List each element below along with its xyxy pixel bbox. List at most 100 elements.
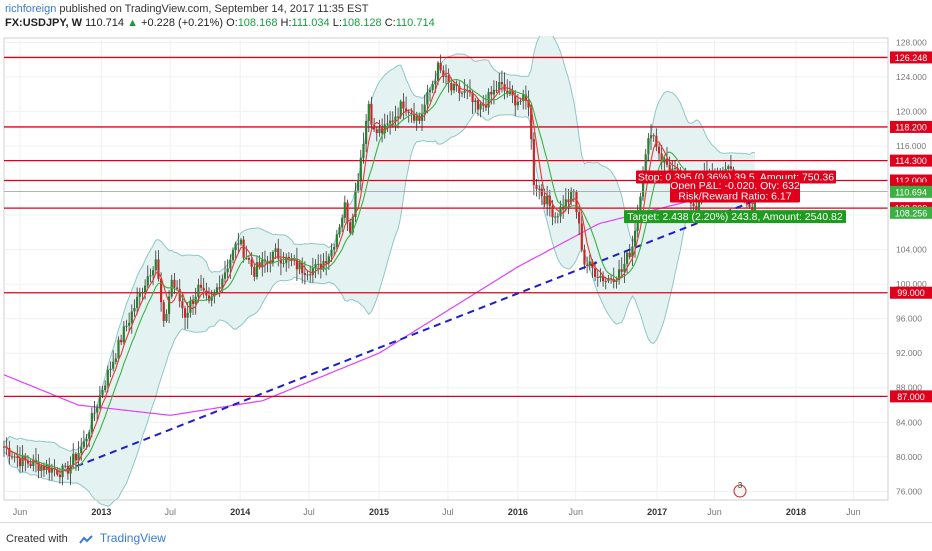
candle-body xyxy=(247,257,251,260)
candle-body xyxy=(290,258,293,261)
mid-moving-average-line xyxy=(3,78,756,471)
candle-body xyxy=(181,301,184,309)
price-label-box xyxy=(890,390,932,403)
y-tick-label: 92.000 xyxy=(896,348,922,358)
price-label: 126.248 xyxy=(895,53,928,63)
candle-body xyxy=(141,292,144,294)
candle-body xyxy=(255,262,259,277)
candle-body xyxy=(415,115,418,121)
candle-body xyxy=(213,291,216,297)
candle-body xyxy=(655,135,658,147)
candle-body xyxy=(511,90,514,96)
candle-body xyxy=(335,234,338,247)
event-marker-icon xyxy=(733,484,747,498)
candle-body xyxy=(623,263,626,272)
candle-body xyxy=(474,100,477,103)
candle-body xyxy=(98,395,101,408)
candle-body xyxy=(665,158,669,165)
candle-body xyxy=(325,261,328,264)
candle-body xyxy=(745,200,748,205)
candle-body xyxy=(530,107,533,140)
candle-body xyxy=(591,261,594,269)
candle-body xyxy=(380,128,384,134)
candle-body xyxy=(697,193,701,212)
candle-body xyxy=(285,256,288,264)
candle-body xyxy=(138,292,141,297)
trendline xyxy=(64,177,812,472)
candle-body xyxy=(221,278,224,289)
candle-body xyxy=(114,358,117,362)
candle-body xyxy=(330,249,333,257)
candle-body xyxy=(40,465,43,471)
y-tick-label: 80.000 xyxy=(896,452,922,462)
candle-body xyxy=(207,295,211,301)
candle-body xyxy=(599,275,602,278)
candle-body xyxy=(317,263,320,265)
candle-body xyxy=(359,157,362,181)
candle-body xyxy=(245,257,248,259)
candle-body xyxy=(436,62,440,81)
candle-body xyxy=(580,223,583,250)
candle-body xyxy=(748,204,751,207)
candle-body xyxy=(639,196,642,211)
candle-body xyxy=(64,465,67,467)
candle-body xyxy=(133,308,136,312)
candle-body xyxy=(104,385,107,391)
author-link[interactable]: richforeign xyxy=(5,3,57,15)
candle-body xyxy=(130,311,133,323)
candle-body xyxy=(444,75,448,77)
candle-body xyxy=(239,239,243,245)
candle-body xyxy=(301,262,304,274)
candle-body xyxy=(383,124,386,134)
candle-body xyxy=(266,260,269,262)
candle-body xyxy=(16,456,19,458)
target-label: Target: 2.438 (2.20%) 243.8, Amount: 254… xyxy=(627,211,843,223)
candle-body xyxy=(82,441,85,448)
candle-body xyxy=(333,246,336,250)
x-tick-label: 2016 xyxy=(508,507,528,517)
candle-body xyxy=(575,192,578,213)
change-value: +0.228 (+0.21%) xyxy=(141,17,223,29)
candle-body xyxy=(149,275,152,277)
candle-body xyxy=(378,128,381,134)
candle-body xyxy=(570,190,573,203)
candle-body xyxy=(242,239,245,258)
candle-body xyxy=(237,243,240,245)
candle-body xyxy=(154,259,157,271)
symbol-label: FX:USDJPY, W xyxy=(5,17,83,29)
candle-body xyxy=(343,202,346,218)
candle-body xyxy=(295,259,298,270)
tradingview-brand[interactable]: TradingView xyxy=(99,531,166,545)
candle-body xyxy=(554,216,557,218)
candle-body xyxy=(205,290,208,296)
candle-body xyxy=(338,227,341,235)
candle-body xyxy=(671,168,674,172)
candle-body xyxy=(306,274,309,276)
fast-moving-average-line xyxy=(3,72,755,474)
close-label: C: xyxy=(384,17,396,29)
candle-body xyxy=(442,70,445,77)
candle-body xyxy=(13,456,16,458)
candle-body xyxy=(120,339,123,343)
candle-body xyxy=(412,114,416,121)
candle-body xyxy=(508,90,512,95)
candle-body xyxy=(309,274,312,276)
candle-body xyxy=(535,185,538,189)
price-label-box xyxy=(890,286,932,299)
candle-body xyxy=(186,312,189,318)
candle-body xyxy=(410,112,413,115)
candle-body xyxy=(125,325,128,327)
high-label: H: xyxy=(280,17,292,29)
candle-body xyxy=(567,199,570,203)
price-chart[interactable]: Stop: 0.395 (0.36%) 39.5, Amount: 750.36… xyxy=(0,36,932,522)
candle-body xyxy=(751,206,754,213)
candle-body xyxy=(199,284,203,288)
candle-body xyxy=(540,188,543,196)
y-tick-label: 104.000 xyxy=(896,245,927,255)
candle-body xyxy=(399,101,402,117)
candle-body xyxy=(455,84,458,86)
candle-body xyxy=(58,474,62,478)
candle-body xyxy=(426,92,429,105)
candle-body xyxy=(32,459,35,467)
candle-body xyxy=(29,463,32,467)
